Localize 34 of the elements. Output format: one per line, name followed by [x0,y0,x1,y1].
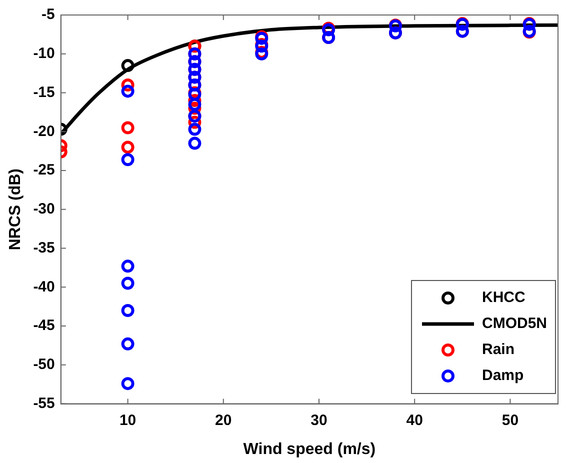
point [188,136,202,150]
point [121,260,134,273]
y-tick-label: -45 [33,317,55,334]
y-axis-title: NRCS (dB) [7,168,24,250]
point [121,276,134,290]
y-tick-label: -20 [33,122,55,140]
point [188,98,202,111]
point [121,153,134,166]
point [121,84,134,98]
x-tick-label: 40 [406,412,423,429]
x-tick-label: 10 [119,412,136,429]
x-tick-label: 50 [502,412,519,429]
x-tick-label: 30 [310,412,328,429]
y-tick-label: -15 [33,84,55,101]
y-tick-label: -5 [42,6,55,24]
x-axis-title: Wind speed (m/s) [243,440,376,458]
legend-label: CMOD5N [482,315,548,332]
y-tick-label: -55 [33,394,55,412]
y-tick-label: -10 [33,45,55,62]
x-tick-label: 20 [215,412,232,429]
y-tick-label: -30 [33,200,55,218]
point [121,121,134,134]
y-tick-label: -40 [33,278,55,296]
legend-label: Rain [482,341,515,358]
y-tick-label: -50 [33,356,55,374]
point [121,377,134,390]
y-tick-label: -35 [33,239,55,256]
point [188,122,202,136]
point [121,304,134,317]
point [121,140,134,154]
y-tick-label: -25 [33,162,55,179]
legend-label: KHCC [482,289,526,306]
legend-label: Damp [482,367,524,384]
point [121,337,134,350]
